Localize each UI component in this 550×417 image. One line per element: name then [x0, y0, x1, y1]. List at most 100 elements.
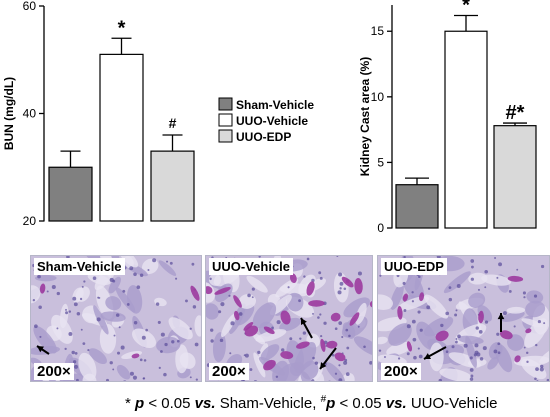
- tissue-nucleus: [535, 367, 539, 372]
- tissue-nucleus: [133, 272, 137, 277]
- tissue-nucleus: [157, 320, 161, 324]
- tissue-nucleus: [419, 328, 423, 332]
- tissue-nucleus: [328, 380, 331, 381]
- tissue-nucleus: [539, 367, 544, 372]
- tissue-nucleus: [470, 374, 474, 378]
- footnote-reference-2: UUO-Vehicle: [410, 395, 498, 412]
- tissue-nucleus: [314, 361, 319, 365]
- tissue-tubule: [235, 304, 255, 326]
- tissue-nucleus: [230, 321, 235, 326]
- tissue-nucleus: [478, 329, 483, 334]
- tissue-cast: [233, 295, 242, 308]
- tissue-nucleus: [32, 298, 36, 302]
- tissue-nucleus: [210, 328, 214, 332]
- tissue-cast: [296, 341, 310, 349]
- tissue-tubule: [506, 306, 526, 314]
- tissue-nucleus: [417, 347, 420, 350]
- tissue-nucleus: [73, 302, 78, 307]
- tissue-nucleus: [455, 340, 458, 344]
- tissue-cast: [435, 330, 449, 342]
- y-tick-label: 20: [23, 214, 37, 228]
- tissue-nucleus: [122, 289, 126, 293]
- tissue-nucleus: [338, 364, 341, 367]
- tissue-nucleus: [343, 360, 348, 365]
- tissue-tubule: [386, 341, 412, 356]
- tissue-tubule: [105, 296, 122, 311]
- tissue-tubule: [524, 318, 548, 348]
- footnote-vs-2: vs.: [385, 395, 407, 412]
- tissue-nucleus: [123, 380, 127, 381]
- tissue-nucleus: [497, 351, 501, 355]
- tissue-nucleus: [457, 334, 461, 339]
- tissue-nucleus: [397, 357, 401, 360]
- tissue-cast: [419, 292, 425, 302]
- tissue-cast: [369, 300, 372, 308]
- tissue-nucleus: [497, 342, 501, 346]
- tissue-nucleus: [363, 345, 366, 349]
- tissue-nucleus: [417, 310, 421, 314]
- tissue-tubule: [378, 336, 388, 345]
- tissue-nucleus: [337, 290, 342, 295]
- tissue-nucleus: [219, 338, 224, 343]
- tissue-nucleus: [448, 297, 453, 302]
- tissue-tubule: [221, 313, 237, 338]
- tissue-nucleus: [418, 275, 421, 279]
- tissue-tubule: [353, 336, 372, 357]
- tissue-nucleus: [194, 342, 199, 347]
- tissue-nucleus: [411, 291, 414, 294]
- tissue-nucleus: [113, 334, 116, 337]
- pointer-arrow-head: [320, 362, 327, 369]
- tissue-nucleus: [341, 335, 344, 339]
- bar-uuo-vehicle: [99, 53, 144, 222]
- tissue-nucleus: [345, 328, 349, 332]
- tissue-nucleus: [318, 271, 322, 275]
- footnote-star: *: [125, 395, 131, 412]
- tissue-nucleus: [436, 256, 441, 259]
- tissue-tubule: [246, 275, 268, 293]
- tissue-nucleus: [132, 375, 138, 380]
- tissue-nucleus: [80, 328, 83, 331]
- footnote-threshold-1: < 0.05: [148, 395, 191, 412]
- tissue-nucleus: [171, 340, 175, 344]
- tissue-nucleus: [471, 265, 474, 269]
- legend-swatch: [218, 97, 233, 111]
- tissue-cast: [514, 355, 521, 363]
- tissue-nucleus: [37, 274, 41, 279]
- panel-title: UUO-EDP: [381, 258, 447, 275]
- tissue-nucleus: [508, 289, 512, 293]
- tissue-cast: [354, 278, 363, 295]
- legend-swatch: [218, 113, 233, 127]
- tissue-nucleus: [39, 335, 42, 338]
- tissue-nucleus: [479, 357, 484, 361]
- tissue-nucleus: [217, 380, 219, 381]
- bar-uuo-edp: [150, 150, 195, 222]
- tissue-tubule: [253, 352, 266, 378]
- tissue-tubule: [31, 285, 41, 304]
- tissue-nucleus: [191, 262, 195, 266]
- tissue-tubule: [424, 294, 449, 319]
- significance-mark: *: [462, 0, 470, 16]
- tissue-tubule: [93, 305, 109, 335]
- tissue-nucleus: [229, 352, 232, 355]
- bar-uuo-edp: [493, 125, 537, 229]
- tissue-nucleus: [403, 256, 406, 259]
- tissue-nucleus: [357, 325, 360, 328]
- tissue-nucleus: [440, 323, 444, 328]
- y-tick-label: 60: [23, 0, 37, 13]
- tissue-nucleus: [38, 305, 42, 309]
- tissue-nucleus: [247, 293, 251, 298]
- tissue-nucleus: [253, 380, 258, 381]
- tissue-tubule: [429, 342, 444, 372]
- tissue-nucleus: [469, 368, 474, 372]
- tissue-cast: [507, 275, 524, 282]
- tissue-tubule: [238, 294, 257, 309]
- histology-image: [31, 256, 201, 381]
- tissue-nucleus: [275, 375, 279, 378]
- tissue-nucleus: [343, 287, 347, 291]
- histology-image: [378, 256, 549, 381]
- tissue-tubule: [300, 371, 313, 381]
- tissue-cast: [308, 300, 325, 307]
- tissue-nucleus: [534, 377, 537, 381]
- tissue-nucleus: [319, 276, 323, 280]
- tissue-nucleus: [160, 350, 163, 353]
